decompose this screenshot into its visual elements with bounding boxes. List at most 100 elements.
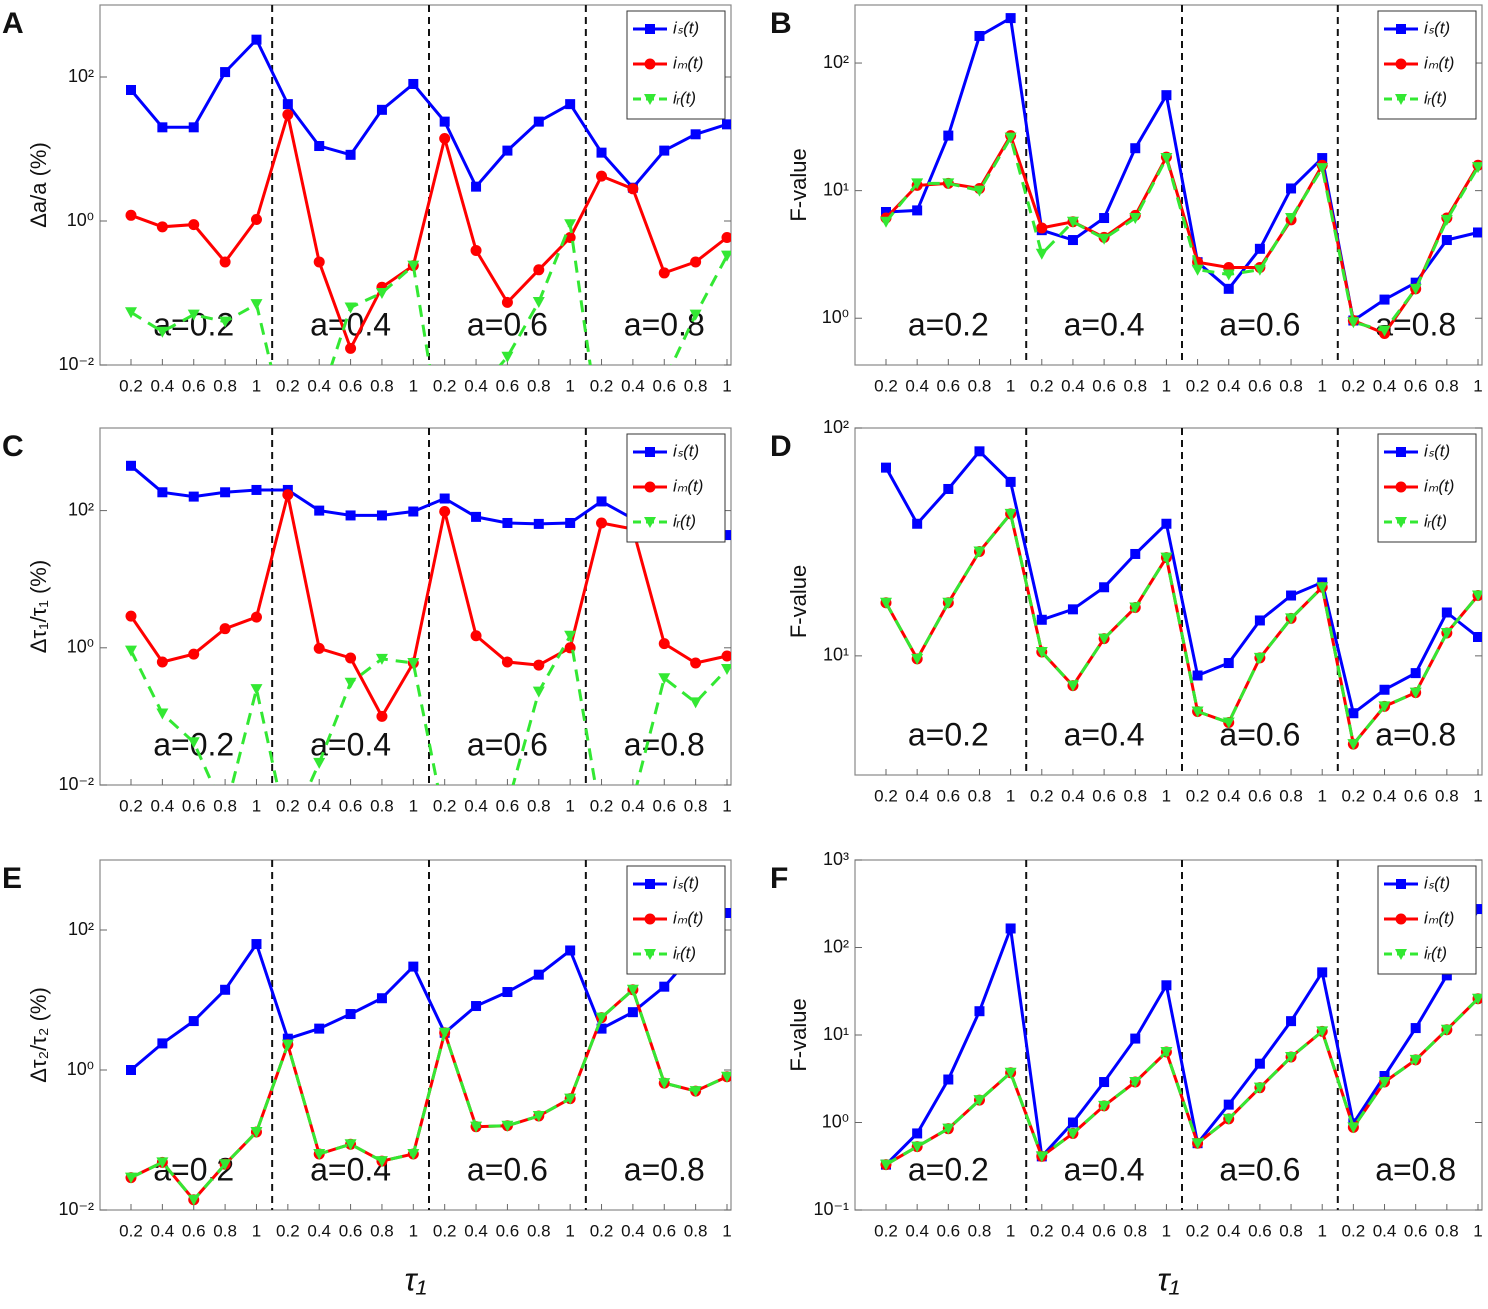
marker xyxy=(627,183,639,195)
y-axis-label: F-value xyxy=(786,998,811,1071)
marker xyxy=(188,219,200,231)
x-tick-label: 0.8 xyxy=(968,1221,992,1240)
marker xyxy=(644,913,656,925)
x-tick-label: 0.2 xyxy=(1342,786,1366,805)
x-tick-label: 0.2 xyxy=(590,1221,614,1240)
marker xyxy=(1409,1054,1422,1066)
marker xyxy=(689,309,702,321)
x-tick-label: 0.2 xyxy=(119,796,143,815)
x-tick-label: 0.6 xyxy=(1092,786,1116,805)
marker xyxy=(1379,684,1390,695)
x-tick-label: 1 xyxy=(409,796,418,815)
x-tick-label: 0.4 xyxy=(151,1221,175,1240)
series-line xyxy=(884,449,1479,716)
marker xyxy=(1192,670,1203,681)
marker xyxy=(1161,980,1172,991)
marker xyxy=(408,506,419,517)
plot-area xyxy=(125,907,731,1206)
x-tick-label: 0.2 xyxy=(1186,786,1210,805)
x-tick-label: 0.2 xyxy=(1030,1221,1054,1240)
panel-label: E xyxy=(2,862,22,895)
marker xyxy=(1410,277,1421,288)
marker xyxy=(471,511,482,522)
x-tick-label: 1 xyxy=(1006,786,1015,805)
marker xyxy=(250,684,263,696)
x-tick-label: 0.8 xyxy=(527,1221,551,1240)
marker xyxy=(1254,615,1265,626)
marker xyxy=(1067,235,1078,246)
marker xyxy=(187,1194,200,1206)
marker xyxy=(645,24,655,34)
x-tick-label: 1 xyxy=(1473,376,1482,395)
marker xyxy=(502,987,513,998)
x-tick-label: 0.2 xyxy=(874,376,898,395)
x-tick-label: 0.6 xyxy=(182,376,206,395)
x-tick-label: 0.4 xyxy=(905,376,929,395)
x-tick-label: 0.4 xyxy=(151,376,175,395)
x-tick-label: 0.8 xyxy=(370,376,394,395)
y-tick-label: 10² xyxy=(68,66,94,86)
marker xyxy=(533,659,545,671)
marker xyxy=(690,256,702,268)
x-tick-label: 0.8 xyxy=(213,1221,237,1240)
legend-label: iₘ(t) xyxy=(1424,53,1454,72)
marker xyxy=(126,84,136,95)
marker xyxy=(1129,602,1142,614)
legend-label: iₘ(t) xyxy=(1424,476,1454,495)
marker xyxy=(501,296,513,308)
marker xyxy=(219,256,231,268)
plot-frame xyxy=(99,427,732,786)
x-tick-label: 1 xyxy=(1317,376,1326,395)
marker xyxy=(219,1159,232,1171)
marker xyxy=(408,78,419,89)
x-tick-label: 0.6 xyxy=(182,1221,206,1240)
x-tick-label: 0.4 xyxy=(307,376,331,395)
x-tick-label: 0.6 xyxy=(652,796,676,815)
marker xyxy=(1036,222,1048,234)
marker xyxy=(942,178,955,190)
x-tick-label: 0.4 xyxy=(905,1221,929,1240)
marker xyxy=(596,170,608,182)
marker xyxy=(188,648,200,660)
marker xyxy=(156,326,169,338)
marker xyxy=(596,517,608,529)
marker xyxy=(880,1159,892,1171)
marker xyxy=(375,1156,388,1168)
x-tick-label: 0.2 xyxy=(119,1221,143,1240)
marker xyxy=(1347,1122,1360,1134)
group-annotation: a=0.4 xyxy=(310,726,391,762)
x-tick-label: 0.4 xyxy=(1373,376,1397,395)
marker xyxy=(314,505,325,516)
x-tick-label: 0.4 xyxy=(464,1221,488,1240)
marker xyxy=(502,517,513,528)
x-tick-label: 0.6 xyxy=(1404,1221,1428,1240)
x-tick-label: 0.6 xyxy=(936,376,960,395)
marker xyxy=(157,122,168,133)
marker xyxy=(1191,264,1204,276)
marker xyxy=(470,244,482,256)
marker xyxy=(1440,627,1453,639)
group-annotation: a=0.6 xyxy=(467,726,548,762)
marker xyxy=(1285,1052,1298,1064)
x-tick-label: 0.8 xyxy=(527,376,551,395)
marker xyxy=(1472,162,1482,174)
marker xyxy=(1285,213,1298,225)
marker xyxy=(125,1172,137,1184)
group-annotation: a=0.4 xyxy=(1064,716,1145,752)
group-annotation: a=0.6 xyxy=(1219,306,1300,342)
marker xyxy=(1130,548,1141,559)
x-tick-label: 0.6 xyxy=(1404,786,1428,805)
marker xyxy=(220,487,231,498)
marker xyxy=(911,178,924,190)
marker xyxy=(644,481,656,493)
marker xyxy=(345,1009,356,1020)
x-tick-label: 0.2 xyxy=(433,796,457,815)
x-tick-label: 1 xyxy=(252,376,261,395)
y-tick-label: 10² xyxy=(68,919,94,939)
plot-area xyxy=(880,13,1482,339)
x-tick-label: 0.4 xyxy=(905,786,929,805)
marker xyxy=(1378,1077,1391,1089)
x-tick-label: 0.8 xyxy=(213,796,237,815)
marker xyxy=(1099,213,1110,224)
marker xyxy=(1441,235,1452,246)
